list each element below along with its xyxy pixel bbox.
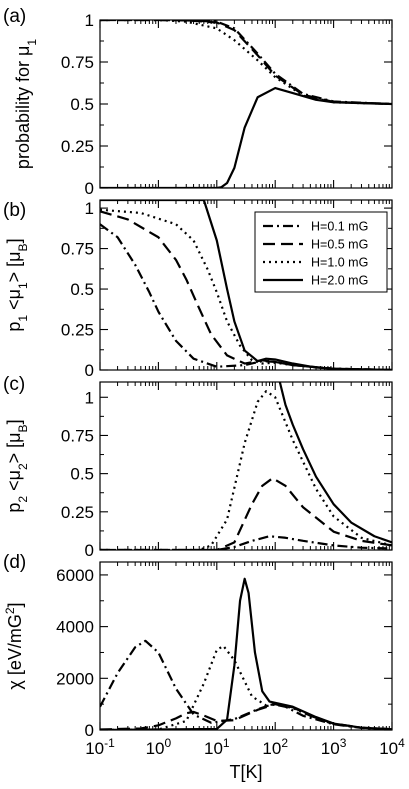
series-line-solid [100, 577, 392, 730]
panel-1: 0 0.25 0.5 0.75 1 (a) probability for μ1 [3, 6, 393, 198]
panel-2: 00.250.50.751(b)p1 <μ1> [μB]H=0.1 mGH=0.… [3, 199, 393, 380]
series-line-solid [278, 382, 392, 544]
plot-frame [99, 381, 393, 551]
series-line-dotted [100, 644, 392, 730]
series-line-dashdot [100, 535, 392, 550]
y-tick-label: 4000 [56, 618, 94, 637]
x-tick-label: 10-1 [85, 736, 115, 758]
y-tick-label: 6000 [56, 566, 94, 585]
x-tick-label: 104 [379, 736, 405, 758]
x-tick-label: 101 [204, 736, 230, 758]
y-tick-label: 1 [85, 11, 94, 30]
series-line-dotted [100, 390, 392, 550]
y-tick-label: 1 [85, 199, 94, 218]
legend-entry-label: H=0.5 mG [311, 238, 368, 252]
y-tick-label: 0 [85, 179, 94, 198]
legend-entry-label: H=0.1 mG [311, 220, 368, 234]
panel-4: 0 2000 4000 6000 (d) χ [eV/mG2] [3, 552, 393, 740]
panel-letter: (a) [3, 6, 26, 27]
y-axis-label: p1 <μ1> [μB] [4, 238, 30, 331]
panel-letter: (d) [3, 552, 26, 573]
y-tick-label: 0.25 [61, 503, 94, 522]
plot-frame [99, 561, 393, 731]
y-axis-label: probability for μ1 [13, 39, 39, 169]
series-line-dashed [100, 210, 392, 370]
panel-letter: (c) [3, 374, 25, 395]
legend-entry-label: H=1.0 mG [311, 256, 368, 270]
y-tick-label: 0.75 [61, 426, 94, 445]
x-tick-label: 100 [146, 736, 172, 758]
series-line-dashed [100, 477, 392, 550]
y-tick-label: 2000 [56, 669, 94, 688]
y-tick-label: 1 [85, 388, 94, 407]
y-tick-label: 0 [85, 721, 94, 740]
legend-entry-label: H=2.0 mG [311, 274, 368, 288]
legend: H=0.1 mG H=0.5 mG H=1.0 mG H=2.0 mG [254, 211, 388, 293]
panel-letter: (b) [3, 200, 26, 221]
x-tick-label: 102 [262, 736, 288, 758]
plot-frame [99, 199, 393, 371]
y-tick-label: 0 [85, 541, 94, 560]
y-tick-label: 0.5 [70, 465, 94, 484]
y-axis-label: χ [eV/mG2] [3, 602, 25, 689]
y-tick-label: 0.5 [70, 95, 94, 114]
series-line-solid [100, 86, 392, 188]
y-tick-label: 0 [85, 361, 94, 380]
series-line-dashdot [100, 223, 392, 370]
y-tick-label: 0.75 [61, 53, 94, 72]
y-tick-label: 0.25 [61, 321, 94, 340]
x-axis-label: T[K] [229, 762, 262, 782]
series-line-dotted [100, 20, 392, 106]
series-line-dashdot [100, 20, 392, 106]
y-tick-label: 0.75 [61, 240, 94, 259]
y-tick-label: 0.25 [61, 137, 94, 156]
y-tick-label: 0.5 [70, 280, 94, 299]
series-line-dashed [100, 20, 392, 106]
y-axis-label: p2 <μ2> [μB] [4, 419, 30, 512]
x-tick-label: 103 [321, 736, 347, 758]
plot-frame [99, 19, 393, 189]
panel-3: 0 0.25 0.5 0.75 1 (c) p2 <μ2> [μB] [3, 374, 393, 560]
